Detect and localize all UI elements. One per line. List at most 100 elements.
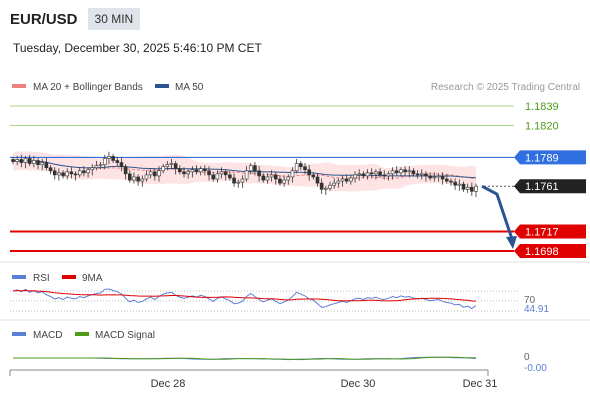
- level-tag: 1.1761: [514, 179, 586, 194]
- rsi-ma-legend-label: 9MA: [82, 273, 103, 284]
- candle-body: [102, 158, 107, 165]
- candle-body: [123, 166, 128, 175]
- candle-body: [186, 171, 190, 175]
- rsi-tick-70: 70: [524, 295, 536, 306]
- candle-body: [136, 176, 140, 182]
- candle-body: [311, 174, 316, 178]
- projection-arrow: [481, 184, 514, 240]
- candle-body: [157, 170, 161, 177]
- candle-body: [15, 159, 19, 162]
- candle-body: [269, 174, 274, 178]
- candle-body: [340, 178, 345, 182]
- candle-body: [474, 185, 478, 192]
- candle-body: [94, 165, 99, 169]
- candle-body: [353, 174, 357, 179]
- candle-body: [236, 181, 241, 184]
- candle-body: [315, 176, 320, 184]
- rsi-legend-swatch: [12, 275, 26, 279]
- x-tick-label: Dec 28: [151, 378, 186, 390]
- level-label: 1.1820: [525, 121, 559, 133]
- candle-body: [278, 178, 282, 184]
- candle-body: [19, 159, 24, 163]
- candle-body: [344, 178, 349, 182]
- candle-body: [261, 175, 266, 181]
- macd-signal-legend-label: MACD Signal: [95, 330, 155, 341]
- candle-body: [215, 173, 220, 180]
- candle-body: [132, 176, 136, 181]
- candle-body: [44, 162, 49, 169]
- candle-body: [470, 186, 474, 192]
- candle-body: [165, 164, 170, 167]
- level-tag-bg: [514, 244, 586, 258]
- candle-body: [445, 178, 449, 182]
- candle-body: [286, 176, 291, 181]
- macd-zero-label: 0: [524, 352, 530, 363]
- candle-body: [361, 173, 366, 177]
- candle-body: [190, 169, 195, 173]
- candle-body: [244, 170, 249, 180]
- candle-body: [198, 168, 203, 173]
- candle-body: [11, 159, 15, 162]
- rsi-ma-legend-swatch: [62, 275, 76, 279]
- projection-arrowhead: [506, 236, 517, 249]
- candle-body: [324, 187, 328, 190]
- candle-body: [161, 166, 165, 172]
- candle-body: [27, 158, 32, 164]
- rsi-line: [12, 288, 477, 310]
- candle-body: [90, 167, 95, 171]
- level-label: 1.1839: [525, 101, 559, 113]
- candle-body: [265, 176, 270, 181]
- candle-body: [61, 172, 65, 177]
- candle-body: [290, 170, 295, 178]
- candle-body: [294, 163, 299, 172]
- macd-legend-label: MACD: [33, 330, 62, 341]
- macd-signal-legend-swatch: [75, 332, 89, 336]
- header: EUR/USD 30 MIN: [10, 8, 141, 30]
- candle-body: [382, 174, 387, 177]
- candle-body: [440, 175, 445, 180]
- candle-body: [419, 173, 424, 176]
- macd-signal-line: [13, 356, 477, 361]
- rsi-legend-label: RSI: [33, 273, 50, 284]
- candle-body: [73, 173, 78, 176]
- ma20-line: [12, 159, 477, 180]
- candle-body: [369, 172, 374, 175]
- timeframe-badge[interactable]: 30 MIN: [87, 8, 141, 30]
- candle-body: [115, 160, 120, 163]
- candle-body: [57, 172, 61, 176]
- candle-body: [169, 163, 174, 165]
- level-tag-bg: [514, 224, 586, 239]
- candle-body: [144, 174, 149, 180]
- candle-body: [399, 169, 403, 174]
- macd-legend-swatch: [12, 332, 26, 336]
- candle-body: [424, 173, 428, 177]
- candle-body: [203, 168, 207, 172]
- candle-body: [69, 171, 74, 175]
- candle-body: [253, 165, 257, 172]
- candle-body: [282, 179, 286, 184]
- level-tag-label: 1.1717: [525, 226, 559, 238]
- candle-body: [140, 178, 145, 182]
- candle-body: [86, 169, 90, 174]
- level-tag-bg: [514, 150, 586, 165]
- candle-body: [407, 170, 412, 173]
- level-tag-bg: [514, 179, 586, 194]
- macd-value-label: -0.00: [524, 363, 547, 374]
- candle-body: [32, 160, 36, 164]
- candle-body: [194, 169, 199, 173]
- level-tag-label: 1.1761: [525, 181, 559, 193]
- rsi-value-label: 44.91: [524, 304, 549, 315]
- ma20-legend-label: MA 20 + Bollinger Bands: [33, 82, 143, 93]
- rsi-ma-line: [12, 289, 477, 302]
- level-tag: 1.1698: [514, 244, 586, 258]
- candle-body: [465, 186, 470, 190]
- candle-body: [82, 170, 86, 174]
- candle-body: [23, 158, 28, 163]
- candle-body: [457, 183, 462, 186]
- candle-body: [378, 171, 382, 176]
- candle-body: [40, 162, 44, 165]
- candle-body: [307, 169, 311, 176]
- candle-body: [228, 174, 232, 179]
- level-tag-label: 1.1698: [525, 246, 559, 258]
